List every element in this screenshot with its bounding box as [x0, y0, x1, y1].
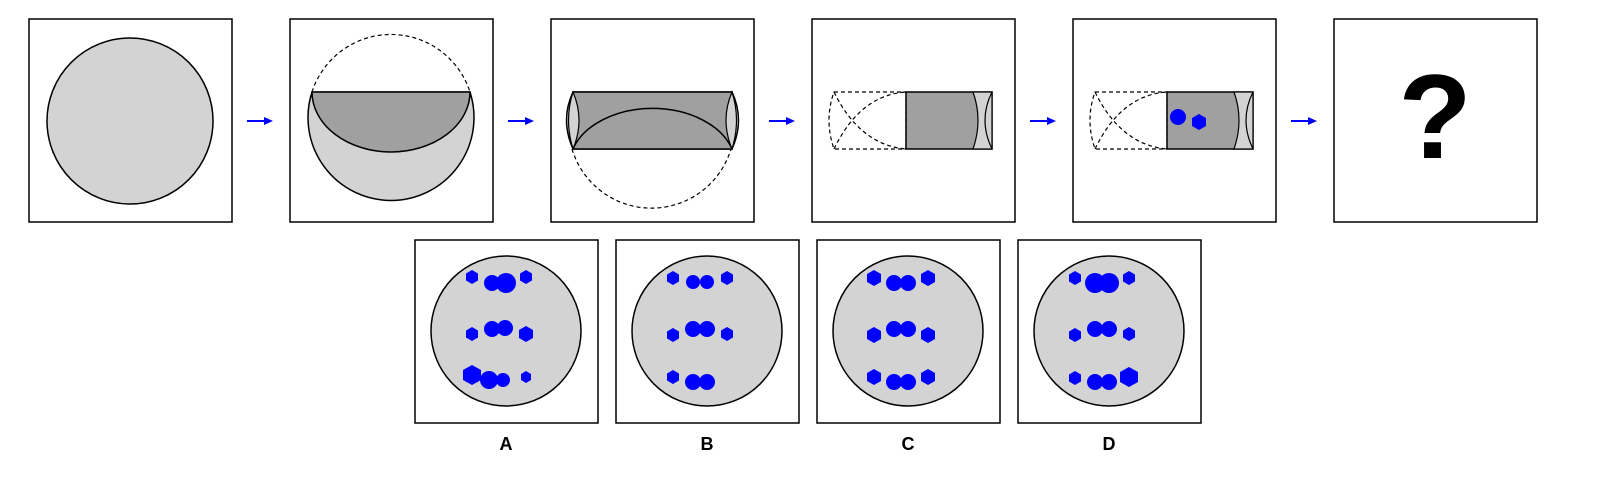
- hexagon-hole: [463, 365, 481, 385]
- hexagon-hole: [721, 271, 733, 285]
- circle-hole: [1085, 273, 1105, 293]
- inner-arc: [572, 107, 733, 150]
- circle-hole: [1087, 321, 1103, 337]
- option-d[interactable]: D: [1017, 239, 1202, 454]
- sequence-panel-question: ?: [1333, 18, 1538, 223]
- circle-hole: [700, 275, 714, 289]
- circle-hole: [1101, 374, 1117, 390]
- option-label: B: [701, 434, 714, 454]
- sequence-panel-1: [28, 18, 233, 223]
- hexagon-hole: [921, 270, 935, 286]
- folded-flap: [311, 91, 471, 153]
- hexagon-hole: [519, 326, 533, 342]
- hexagon-hole: [1123, 271, 1135, 285]
- arrow-right-icon: [1030, 117, 1056, 125]
- option-b[interactable]: B: [615, 239, 800, 454]
- option-label: D: [1103, 434, 1116, 454]
- dashed-fold-outline: [1089, 91, 1168, 150]
- hexagon-hole: [867, 270, 881, 286]
- arrow-right-icon: [1291, 117, 1317, 125]
- punched-circle-hole: [1170, 109, 1186, 125]
- circle-hole: [699, 321, 715, 337]
- hexagon-hole: [721, 327, 733, 341]
- circle-hole: [900, 374, 916, 390]
- hexagon-hole: [667, 271, 679, 285]
- arrow-right-icon: [769, 117, 795, 125]
- circle-hole: [699, 374, 715, 390]
- hexagon-hole: [466, 270, 478, 284]
- sequence-panel-4: [811, 18, 1016, 223]
- hexagon-hole: [520, 270, 532, 284]
- hexagon-hole: [1120, 367, 1138, 387]
- circle-hole: [484, 321, 500, 337]
- option-label: C: [902, 434, 915, 454]
- sequence-panel-3: [550, 18, 755, 223]
- circle-hole: [900, 321, 916, 337]
- sequence-panel-5: [1072, 18, 1277, 223]
- circle-hole: [480, 371, 498, 389]
- circle-hole: [686, 275, 700, 289]
- arrow-right-icon: [247, 117, 273, 125]
- hexagon-hole: [867, 327, 881, 343]
- circle-hole: [1087, 374, 1103, 390]
- option-a[interactable]: A: [414, 239, 599, 454]
- circle-hole: [886, 374, 902, 390]
- question-mark: ?: [1398, 50, 1471, 184]
- dark-band: [572, 91, 733, 150]
- circle-hole: [900, 275, 916, 291]
- arrow-right-icon: [508, 117, 534, 125]
- hexagon-hole: [921, 369, 935, 385]
- option-c[interactable]: C: [816, 239, 1001, 454]
- hexagon-hole: [1069, 328, 1081, 342]
- option-label: A: [500, 434, 513, 454]
- dashed-fold-outline: [311, 33, 471, 93]
- hexagon-hole: [521, 371, 531, 383]
- circle-hole: [497, 320, 513, 336]
- circle-hole: [685, 374, 701, 390]
- hexagon-hole: [1123, 327, 1135, 341]
- circle-hole: [1101, 321, 1117, 337]
- sequence-panel-2: [289, 18, 494, 223]
- panel-frame: [1333, 18, 1538, 223]
- hexagon-hole: [1069, 271, 1081, 285]
- circle-hole: [496, 373, 510, 387]
- punched-hexagon-hole: [1192, 114, 1206, 130]
- circle-hole: [1099, 273, 1119, 293]
- circle-hole: [886, 321, 902, 337]
- circle-hole: [496, 273, 516, 293]
- hexagon-hole: [921, 327, 935, 343]
- dashed-fold-outline: [571, 148, 732, 209]
- dashed-fold-outline: [828, 91, 907, 150]
- circle-hole: [484, 275, 500, 291]
- hexagon-hole: [466, 327, 478, 341]
- circle-hole: [685, 321, 701, 337]
- hexagon-hole: [667, 328, 679, 342]
- circle-hole: [886, 275, 902, 291]
- hexagon-hole: [1069, 371, 1081, 385]
- hexagon-hole: [867, 369, 881, 385]
- hexagon-hole: [667, 370, 679, 384]
- gray-disc: [46, 37, 214, 205]
